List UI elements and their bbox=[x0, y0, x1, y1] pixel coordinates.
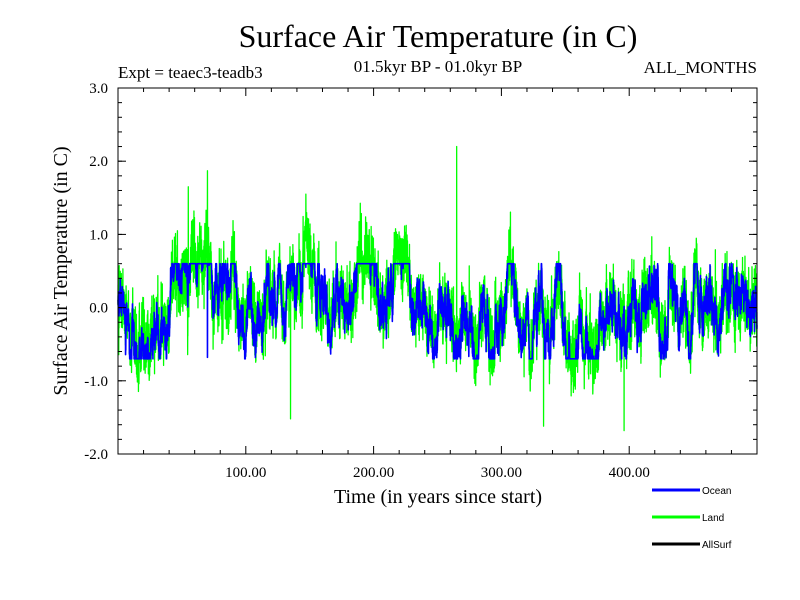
months-label: ALL_MONTHS bbox=[644, 58, 757, 77]
period-label: 01.5kyr BP - 01.0kyr BP bbox=[354, 57, 522, 76]
series-layer bbox=[117, 145, 758, 432]
legend: Ocean Land AllSurf bbox=[652, 486, 732, 551]
chart-title: Surface Air Temperature (in C) bbox=[239, 18, 638, 54]
x-tick-label: 400.00 bbox=[609, 465, 650, 481]
ticks-layer: -2.0 -1.0 0.0 1.0 2.0 3.0 100.00 200.00 300.00 40… bbox=[84, 81, 757, 481]
y-tick-label: 1.0 bbox=[89, 227, 108, 243]
y-tick-label: 2.0 bbox=[89, 154, 108, 170]
x-tick-label: 100.00 bbox=[225, 465, 266, 481]
x-tick-label: 200.00 bbox=[353, 465, 394, 481]
y-tick-label: 3.0 bbox=[89, 81, 108, 97]
legend-label-allsurf: AllSurf bbox=[702, 540, 732, 551]
legend-label-land: Land bbox=[702, 513, 724, 524]
y-tick-label: -2.0 bbox=[84, 447, 108, 463]
y-axis-label: Surface Air Temperature (in C) bbox=[50, 146, 72, 395]
y-tick-label: 0.0 bbox=[89, 301, 108, 317]
x-tick-label: 300.00 bbox=[481, 465, 522, 481]
experiment-label: Expt = teaec3-teadb3 bbox=[118, 63, 263, 82]
x-axis-label: Time (in years since start) bbox=[334, 486, 542, 508]
y-tick-label: -1.0 bbox=[84, 374, 108, 390]
series-line-ocean bbox=[117, 262, 758, 360]
plot-frame bbox=[117, 87, 758, 455]
legend-label-ocean: Ocean bbox=[702, 486, 731, 497]
